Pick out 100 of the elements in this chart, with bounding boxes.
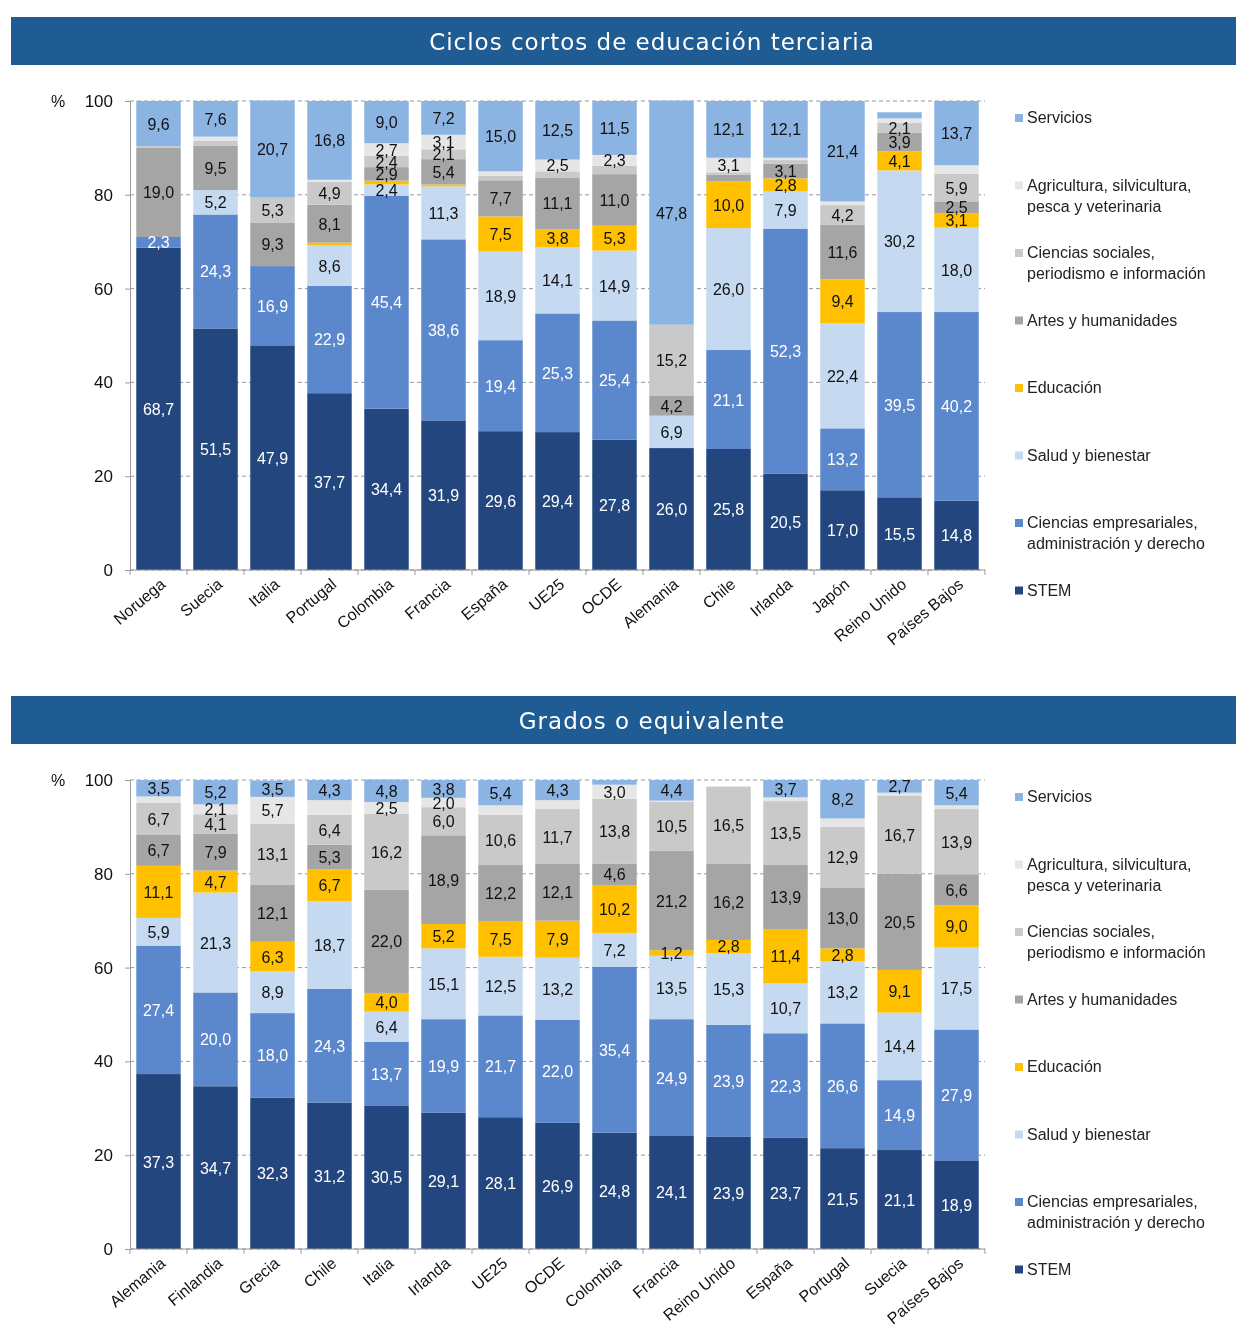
data-label: 14,9: [883, 1107, 916, 1125]
data-label: 30,2: [883, 233, 916, 251]
bar: [934, 227, 979, 313]
bar: [649, 324, 694, 396]
legend-label: Agricultura, silvicultura, pesca y veterinaria: [1027, 176, 1192, 215]
bar: [250, 796, 295, 824]
data-label: 5,7: [261, 802, 284, 820]
bar: [706, 350, 751, 449]
data-label: 15,1: [427, 975, 460, 993]
bar: [364, 408, 409, 570]
data-label: 5,9: [147, 923, 170, 941]
bar: [421, 1019, 466, 1113]
bar: [478, 805, 523, 815]
bar: [307, 393, 352, 570]
x-tick-label: Chile: [699, 575, 739, 612]
data-label: 4,9: [318, 185, 341, 203]
data-label: 2,8: [831, 946, 854, 964]
data-label: 5,3: [318, 849, 341, 867]
bar: [307, 101, 352, 180]
bar: [592, 250, 637, 321]
data-label: 18,7: [313, 936, 346, 954]
bar: [478, 814, 523, 865]
bar: [706, 172, 751, 175]
bar: [592, 885, 637, 933]
bar: [649, 1135, 694, 1249]
data-label: 20,5: [883, 913, 916, 931]
legend-label: Servicios: [1027, 109, 1092, 126]
data-label: 28,1: [484, 1175, 517, 1193]
data-label: 21,7: [484, 1058, 517, 1076]
data-label: 25,3: [541, 364, 574, 382]
bar: [592, 932, 637, 967]
bar: [820, 224, 865, 280]
bar: [421, 420, 466, 570]
data-label: 10,0: [712, 196, 745, 214]
bar: [307, 204, 352, 243]
data-label: 12,5: [541, 122, 574, 140]
bar: [250, 823, 295, 886]
bar: [934, 874, 979, 906]
bar: [763, 1033, 808, 1138]
legend-label: Ciencias empresariales, administración y derecho: [1027, 514, 1205, 552]
data-label: 2,3: [603, 152, 626, 170]
data-label: 14,9: [598, 277, 631, 295]
data-label: 16,9: [256, 297, 289, 315]
bar: [250, 266, 295, 346]
data-label: 10,7: [769, 1000, 802, 1018]
data-label: 22,9: [313, 331, 346, 349]
data-label: 34,7: [199, 1159, 232, 1177]
bar: [592, 966, 637, 1133]
data-label: 7,9: [204, 843, 227, 861]
bar: [193, 992, 238, 1087]
data-label: 24,9: [655, 1069, 688, 1087]
bar: [421, 101, 466, 135]
bar: [763, 797, 808, 802]
data-label: 11,1: [143, 883, 174, 901]
bar: [706, 174, 751, 182]
data-label: 7,5: [489, 225, 512, 243]
data-label: 4,8: [375, 782, 398, 800]
bar: [307, 285, 352, 394]
y-tick-label: 60: [94, 958, 113, 978]
legend-label: Ciencias sociales, periodismo e información: [1027, 244, 1206, 282]
y-axis-title: %: [50, 772, 66, 789]
data-label: 21,5: [826, 1190, 859, 1208]
bar: [877, 1012, 922, 1081]
data-label: 11,0: [599, 191, 630, 209]
bar: [763, 191, 808, 229]
bar: [193, 833, 238, 871]
data-label: 11,6: [827, 244, 858, 262]
bar: [706, 953, 751, 1025]
bar: [763, 1137, 808, 1249]
data-label: 18,9: [484, 287, 517, 305]
data-label: 26,6: [826, 1077, 859, 1095]
bar: [877, 112, 922, 119]
data-label: 21,3: [199, 934, 232, 952]
bar: [136, 917, 181, 946]
bar: [193, 101, 238, 137]
bar: [592, 1132, 637, 1249]
data-label: 5,4: [432, 163, 455, 181]
legend-label: Educación: [1027, 1058, 1102, 1075]
data-label: 6,6: [945, 881, 968, 899]
data-label: 27,9: [940, 1086, 973, 1104]
bar: [307, 1102, 352, 1249]
legend-label: Artes y humanidades: [1027, 990, 1178, 1008]
bar: [535, 1122, 580, 1249]
bar: [136, 101, 181, 147]
data-label: 40,2: [940, 398, 973, 416]
data-label: 13,2: [826, 984, 859, 1002]
y-axis-title: %: [50, 93, 66, 110]
data-label: 7,5: [489, 931, 512, 949]
bar: [535, 171, 580, 178]
bar: [136, 945, 181, 1075]
data-label: 21,1: [883, 1191, 916, 1209]
data-label: 9,3: [261, 236, 284, 254]
data-label: 9,6: [147, 115, 170, 133]
bar: [535, 247, 580, 314]
data-label: 51,5: [199, 441, 232, 459]
bar: [592, 798, 637, 864]
data-label: 6,0: [432, 813, 455, 831]
data-label: 2,5: [375, 799, 398, 817]
data-label: 20,7: [256, 141, 289, 159]
data-label: 3,0: [603, 783, 626, 801]
